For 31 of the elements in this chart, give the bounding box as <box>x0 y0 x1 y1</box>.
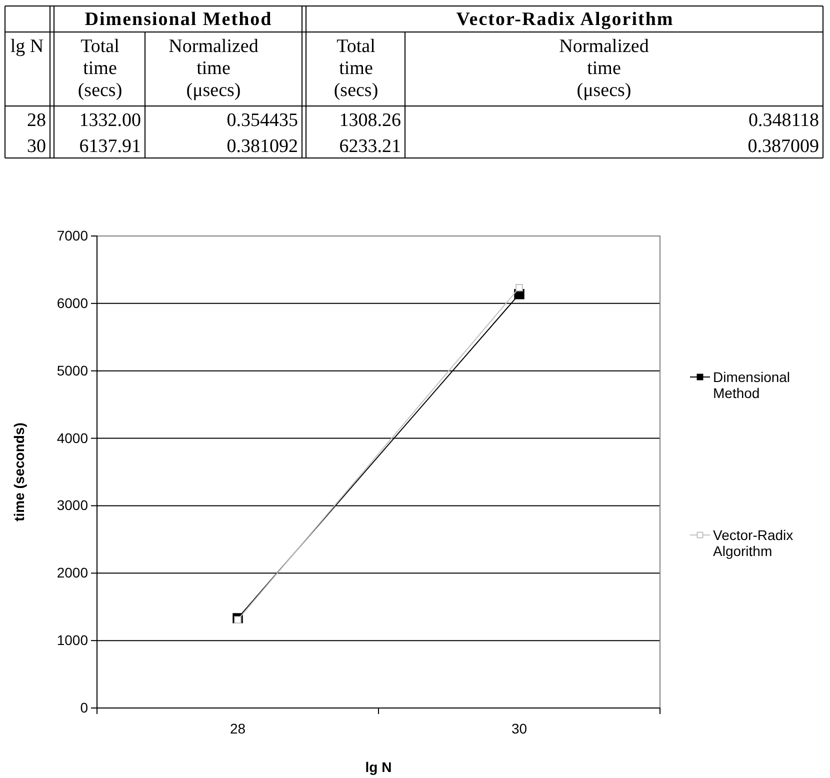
category-label: 28 <box>27 110 46 131</box>
y-tick-label: 7000 <box>56 227 88 244</box>
y-tick-label: 6000 <box>56 294 88 311</box>
y-tick-label: 0 <box>80 699 88 716</box>
point <box>516 284 523 292</box>
data-label: 0.354435 <box>226 110 298 131</box>
data-label: 1332.00 <box>79 110 141 131</box>
text: Dimensional Method <box>84 9 272 30</box>
y-tick-label: 5000 <box>56 362 88 378</box>
legend-label: Dimensional Method <box>713 369 790 401</box>
text: Total time (secs) <box>78 36 122 101</box>
text: Normalized time (μsecs) <box>559 36 650 101</box>
data-label: 0.387009 <box>748 136 819 157</box>
y-tick-label: 2000 <box>56 564 88 581</box>
text: Vector-Radix Algorithm <box>456 9 674 30</box>
text: lg N <box>10 36 44 57</box>
data-label: 1308.26 <box>339 110 401 131</box>
point <box>234 616 242 624</box>
y-axis-title: time (seconds) <box>11 422 27 522</box>
legend-label: Vector-Radix Algorithm <box>713 527 794 559</box>
y-tick-label: 1000 <box>56 632 88 648</box>
data-label: 0.381092 <box>226 136 298 157</box>
x-axis-title: lg N <box>365 759 392 775</box>
text: Normalized time (μsecs) <box>168 36 259 101</box>
y-tick-label: 3000 <box>56 497 88 514</box>
y-tick-label: 4000 <box>56 430 88 446</box>
data-label: 6233.21 <box>339 136 401 157</box>
category-label: 30 <box>27 136 46 157</box>
data-label: 6137.91 <box>79 136 141 157</box>
data-label: 0.348118 <box>748 110 819 131</box>
text: Total time (secs) <box>334 36 378 101</box>
